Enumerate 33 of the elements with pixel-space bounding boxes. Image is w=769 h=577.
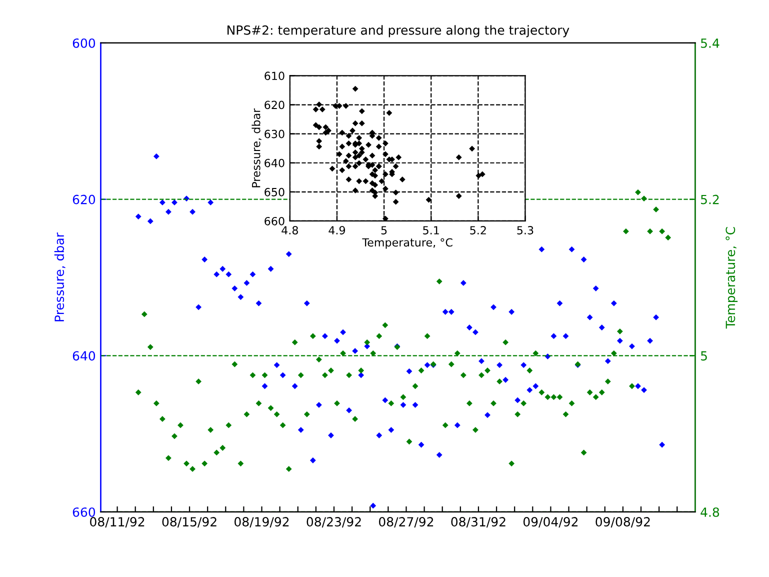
y-tick-label: 610 xyxy=(264,72,284,80)
y-tick-label: 620 xyxy=(72,194,96,204)
x-tick-label: 08/23/92 xyxy=(306,517,361,528)
y2-tick-label: 5.2 xyxy=(701,194,719,204)
y-tick-label: 620 xyxy=(264,100,284,110)
x-tick-label: 09/04/92 xyxy=(523,517,578,528)
y2-tick-label: 4.8 xyxy=(700,507,720,517)
y-tick-label: 630 xyxy=(264,130,284,138)
y2-axis-title: Temperature, °C xyxy=(726,227,738,329)
y-tick-label: 650 xyxy=(264,188,284,196)
y-tick-label: 660 xyxy=(72,507,96,517)
y-axis-title: Pressure, dbar xyxy=(54,232,66,322)
x-tick-label: 5 xyxy=(381,226,387,234)
x-tick-label: 4.8 xyxy=(282,226,298,234)
x-tick-label: 4.9 xyxy=(328,226,346,234)
x-tick-label: 5.2 xyxy=(470,226,486,234)
y-axis-title: Pressure, dbar xyxy=(252,108,262,188)
x-tick-label: 08/19/92 xyxy=(234,517,289,528)
y-tick-label: 600 xyxy=(72,38,96,48)
y-tick-label: 640 xyxy=(72,351,96,361)
y-tick-label: 660 xyxy=(264,216,284,226)
y2-tick-label: 5.4 xyxy=(701,38,720,48)
x-tick-label: 08/11/92 xyxy=(90,517,144,528)
x-tick-label: 08/31/92 xyxy=(451,517,506,528)
x-tick-label: 5.3 xyxy=(517,226,534,234)
x-tick-label: 5.1 xyxy=(423,226,439,234)
x-axis-title: Temperature, °C xyxy=(362,238,452,249)
y-tick-label: 640 xyxy=(264,158,284,168)
x-tick-label: 09/08/92 xyxy=(596,517,650,528)
x-tick-label: 08/15/92 xyxy=(162,517,216,528)
x-tick-label: 08/27/92 xyxy=(378,517,434,528)
chart-title: NPS#2: temperature and pressure along the trajectory xyxy=(228,25,570,38)
y2-tick-label: 5 xyxy=(701,351,707,361)
